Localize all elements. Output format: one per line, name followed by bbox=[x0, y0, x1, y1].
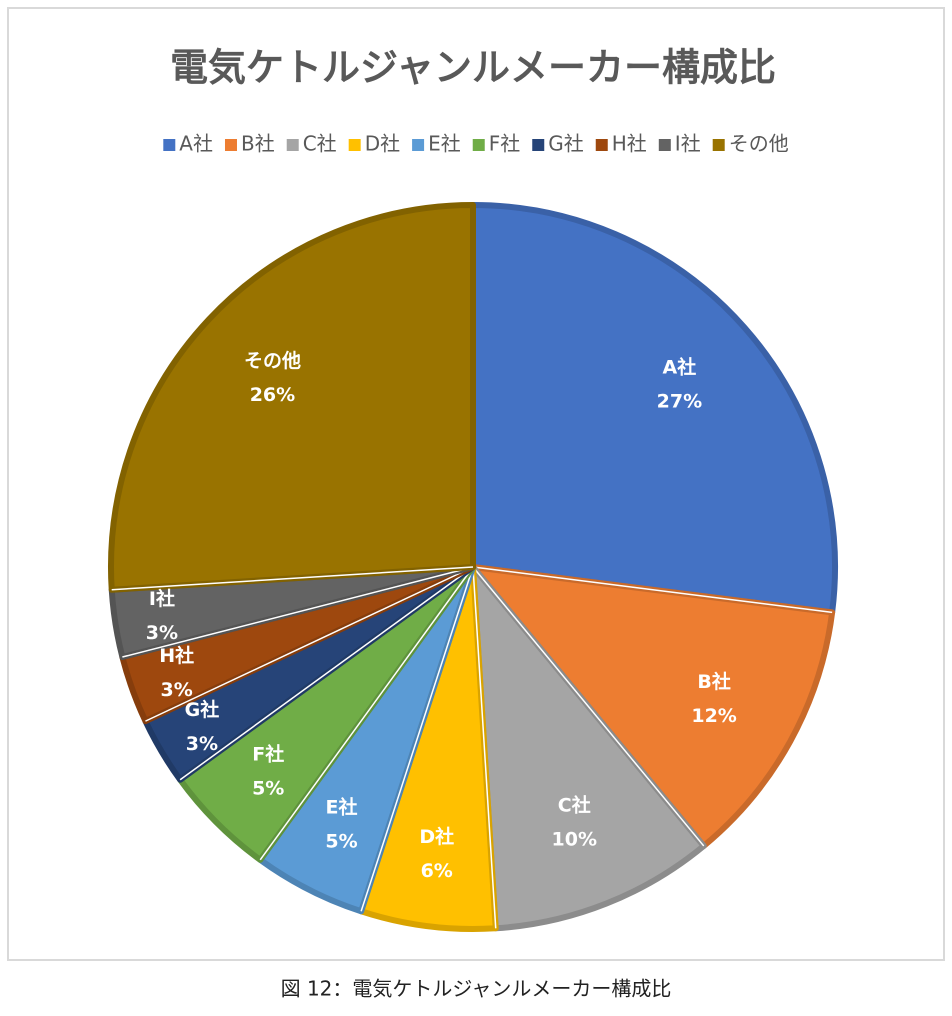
data-label-value: 5% bbox=[252, 777, 284, 799]
data-label-value: 3% bbox=[161, 679, 193, 701]
data-label-value: 5% bbox=[325, 831, 357, 853]
pie-slice bbox=[470, 202, 838, 616]
legend-swatch bbox=[658, 139, 671, 151]
slice-separator bbox=[179, 566, 474, 781]
legend-label: F社 bbox=[489, 132, 521, 156]
data-label-value: 3% bbox=[146, 622, 178, 644]
legend-swatch bbox=[472, 139, 485, 151]
data-label-name: その他 bbox=[244, 349, 301, 372]
slice-separator bbox=[122, 566, 474, 658]
caption: 図 12：電気ケトルジャンルメーカー構成比 bbox=[281, 977, 672, 1001]
slice-separator bbox=[472, 566, 497, 929]
pie-slice bbox=[470, 564, 707, 932]
slice-separator bbox=[259, 566, 474, 861]
slice-separator bbox=[472, 566, 705, 847]
data-label-name: E社 bbox=[326, 796, 358, 819]
data-label-name: C社 bbox=[558, 793, 591, 816]
legend-swatch bbox=[224, 139, 237, 151]
data-label-name: B社 bbox=[697, 670, 730, 693]
legend-swatch bbox=[532, 139, 545, 151]
data-label-name: H社 bbox=[159, 644, 194, 667]
legend-label: G社 bbox=[548, 132, 584, 156]
data-label-name: D社 bbox=[419, 825, 454, 848]
legend-label: B社 bbox=[241, 132, 275, 156]
data-label-value: 10% bbox=[552, 828, 597, 850]
data-label-name: A社 bbox=[663, 356, 697, 379]
legend-swatch bbox=[412, 139, 425, 151]
legend-swatch bbox=[348, 139, 361, 151]
slice-separator bbox=[472, 566, 833, 614]
data-label-name: I社 bbox=[149, 587, 175, 610]
data-label-value: 26% bbox=[250, 384, 295, 406]
slice-separator bbox=[145, 566, 474, 722]
legend-label: C社 bbox=[303, 132, 337, 156]
legend-swatch bbox=[595, 139, 608, 151]
slice-separator bbox=[111, 566, 474, 591]
legend-swatch bbox=[163, 139, 176, 151]
legend-label: I社 bbox=[675, 132, 701, 156]
data-label-name: G社 bbox=[185, 698, 220, 721]
pie-slice bbox=[108, 202, 476, 593]
legend-label: E社 bbox=[428, 132, 461, 156]
legend-label: H社 bbox=[612, 132, 647, 156]
data-label-value: 3% bbox=[186, 733, 218, 755]
chart-title: 電気ケトルジャンルメーカー構成比 bbox=[170, 46, 776, 90]
data-label-value: 27% bbox=[657, 391, 702, 413]
legend-label: その他 bbox=[729, 132, 789, 156]
legend-label: D社 bbox=[365, 132, 400, 156]
data-label-value: 6% bbox=[421, 860, 453, 882]
slice-separator bbox=[360, 566, 474, 912]
legend-swatch bbox=[286, 139, 299, 151]
legend-label: A社 bbox=[179, 132, 213, 156]
legend-swatch bbox=[712, 139, 725, 151]
data-label-name: F社 bbox=[252, 742, 284, 765]
pie-slice bbox=[470, 564, 836, 849]
data-label-value: 12% bbox=[691, 705, 736, 727]
